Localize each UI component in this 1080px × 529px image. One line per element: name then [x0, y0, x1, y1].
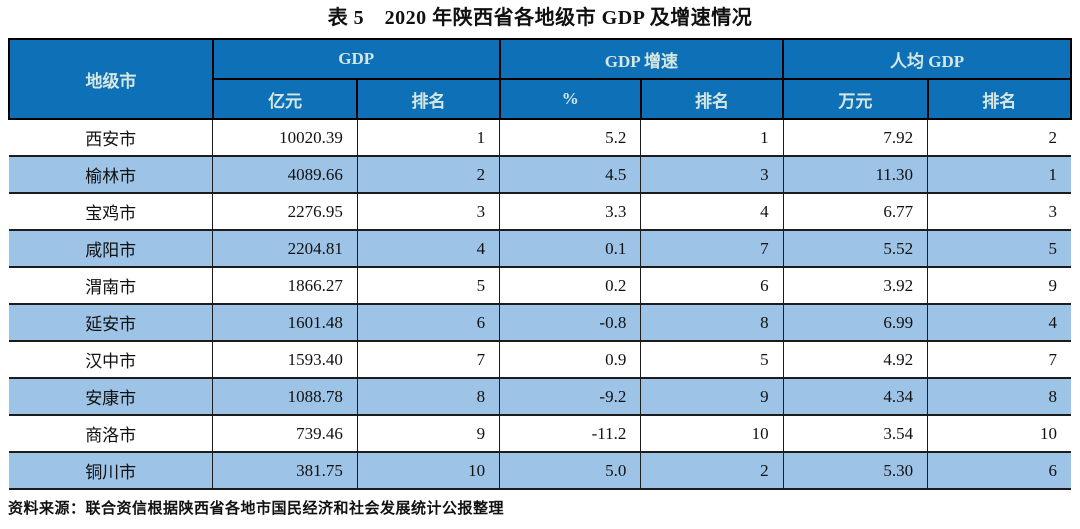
percapita-value-cell: 7.92 — [782, 118, 929, 157]
growth-rank-cell: 7 — [640, 229, 784, 268]
header-gdp-unit: 亿元 — [211, 78, 359, 120]
growth-value-cell: 0.2 — [499, 266, 642, 305]
table-body: 西安市 10020.39 1 5.2 1 7.92 2 榆林市 4089.66 … — [9, 118, 1071, 490]
gdp-table: 地级市 GDP GDP 增速 人均 GDP 亿元 排名 % 排名 万元 排名 西… — [8, 38, 1073, 490]
percapita-value-cell: 6.77 — [782, 192, 929, 231]
header-city: 地级市 — [8, 38, 214, 120]
city-cell: 商洛市 — [9, 414, 214, 453]
percapita-rank-cell: 7 — [927, 340, 1071, 379]
city-cell: 渭南市 — [9, 266, 214, 305]
percapita-rank-cell: 8 — [927, 377, 1071, 416]
table-row-xianyang: 咸阳市 2204.81 4 0.1 7 5.52 5 — [9, 229, 1071, 268]
growth-value-cell: 0.9 — [499, 340, 642, 379]
gdp-rank-cell: 10 — [356, 451, 501, 490]
percapita-rank-cell: 10 — [927, 414, 1071, 453]
percapita-value-cell: 3.54 — [782, 414, 929, 453]
table-header: 地级市 GDP GDP 增速 人均 GDP 亿元 排名 % 排名 万元 排名 — [8, 38, 1073, 120]
header-group-row: 地级市 GDP GDP 增速 人均 GDP — [8, 38, 1072, 120]
percapita-rank-cell: 2 — [927, 118, 1071, 157]
percapita-value-cell: 4.92 — [782, 340, 929, 379]
header-growth-rank: 排名 — [639, 78, 785, 120]
growth-value-cell: 5.0 — [499, 451, 642, 490]
table-row-ankang: 安康市 1088.78 8 -9.2 9 4.34 8 — [9, 377, 1071, 416]
gdp-rank-cell: 7 — [356, 340, 501, 379]
header-percapita-unit: 万元 — [782, 78, 929, 120]
percapita-value-cell: 6.99 — [782, 303, 929, 342]
percapita-rank-cell: 4 — [927, 303, 1071, 342]
percapita-value-cell: 3.92 — [782, 266, 929, 305]
gdp-value-cell: 2204.81 — [212, 229, 358, 268]
growth-rank-cell: 3 — [640, 155, 784, 194]
growth-value-cell: 3.3 — [499, 192, 642, 231]
gdp-value-cell: 381.75 — [212, 451, 358, 490]
growth-rank-cell: 1 — [640, 118, 784, 157]
gdp-rank-cell: 8 — [356, 377, 501, 416]
table-row-weinan: 渭南市 1866.27 5 0.2 6 3.92 9 — [9, 266, 1071, 305]
growth-value-cell: 5.2 — [499, 118, 642, 157]
table-row-hanzhong: 汉中市 1593.40 7 0.9 5 4.92 7 — [9, 340, 1071, 379]
table-row-baoji: 宝鸡市 2276.95 3 3.3 4 6.77 3 — [9, 192, 1071, 231]
gdp-rank-cell: 5 — [356, 266, 501, 305]
percapita-rank-cell: 9 — [927, 266, 1071, 305]
gdp-value-cell: 1088.78 — [212, 377, 358, 416]
percapita-rank-cell: 5 — [927, 229, 1071, 268]
growth-rank-cell: 10 — [640, 414, 784, 453]
gdp-rank-cell: 3 — [356, 192, 501, 231]
table-row-yanan: 延安市 1601.48 6 -0.8 8 6.99 4 — [9, 303, 1071, 342]
growth-value-cell: -11.2 — [499, 414, 642, 453]
table-row-shangluo: 商洛市 739.46 9 -11.2 10 3.54 10 — [9, 414, 1071, 453]
city-cell: 咸阳市 — [9, 229, 214, 268]
table-row-xian: 西安市 10020.39 1 5.2 1 7.92 2 — [9, 118, 1071, 157]
header-growth-group: GDP 增速 — [498, 38, 785, 80]
header-gdp-rank: 排名 — [356, 78, 501, 120]
gdp-value-cell: 739.46 — [212, 414, 358, 453]
city-cell: 铜川市 — [9, 451, 214, 490]
city-cell: 西安市 — [9, 118, 214, 157]
gdp-rank-cell: 1 — [356, 118, 501, 157]
growth-rank-cell: 5 — [640, 340, 784, 379]
gdp-value-cell: 4089.66 — [212, 155, 358, 194]
growth-value-cell: -9.2 — [499, 377, 642, 416]
percapita-rank-cell: 1 — [927, 155, 1071, 194]
gdp-rank-cell: 6 — [356, 303, 501, 342]
growth-value-cell: 4.5 — [499, 155, 642, 194]
header-growth-unit: % — [498, 78, 642, 120]
percapita-rank-cell: 6 — [927, 451, 1071, 490]
gdp-value-cell: 10020.39 — [212, 118, 358, 157]
source-note: 资料来源：联合资信根据陕西省各地市国民经济和社会发展统计公报整理 — [8, 501, 505, 517]
growth-rank-cell: 8 — [640, 303, 784, 342]
city-cell: 延安市 — [9, 303, 214, 342]
percapita-value-cell: 5.52 — [782, 229, 929, 268]
city-cell: 榆林市 — [9, 155, 214, 194]
growth-value-cell: -0.8 — [499, 303, 642, 342]
percapita-value-cell: 11.30 — [782, 155, 929, 194]
city-cell: 宝鸡市 — [9, 192, 214, 231]
table-row-tongchuan: 铜川市 381.75 10 5.0 2 5.30 6 — [9, 451, 1071, 490]
gdp-value-cell: 1866.27 — [212, 266, 358, 305]
header-percapita-rank: 排名 — [926, 78, 1073, 120]
table-row-yulin: 榆林市 4089.66 2 4.5 3 11.30 1 — [9, 155, 1071, 194]
gdp-rank-cell: 4 — [356, 229, 501, 268]
percapita-rank-cell: 3 — [927, 192, 1071, 231]
gdp-value-cell: 1593.40 — [212, 340, 358, 379]
growth-rank-cell: 9 — [640, 377, 784, 416]
header-gdp-group: GDP — [211, 38, 501, 80]
percapita-value-cell: 5.30 — [782, 451, 929, 490]
gdp-value-cell: 2276.95 — [212, 192, 358, 231]
header-unit-row: 亿元 排名 % 排名 万元 排名 — [9, 78, 1073, 120]
city-cell: 汉中市 — [9, 340, 214, 379]
gdp-value-cell: 1601.48 — [212, 303, 358, 342]
gdp-rank-cell: 9 — [356, 414, 501, 453]
table-title: 表 5 2020 年陕西省各地级市 GDP 及增速情况 — [327, 7, 753, 29]
growth-rank-cell: 4 — [640, 192, 784, 231]
growth-rank-cell: 6 — [640, 266, 784, 305]
gdp-rank-cell: 2 — [356, 155, 501, 194]
percapita-value-cell: 4.34 — [782, 377, 929, 416]
growth-value-cell: 0.1 — [499, 229, 642, 268]
city-cell: 安康市 — [9, 377, 214, 416]
header-percapita-group: 人均 GDP — [782, 38, 1072, 80]
growth-rank-cell: 2 — [640, 451, 784, 490]
